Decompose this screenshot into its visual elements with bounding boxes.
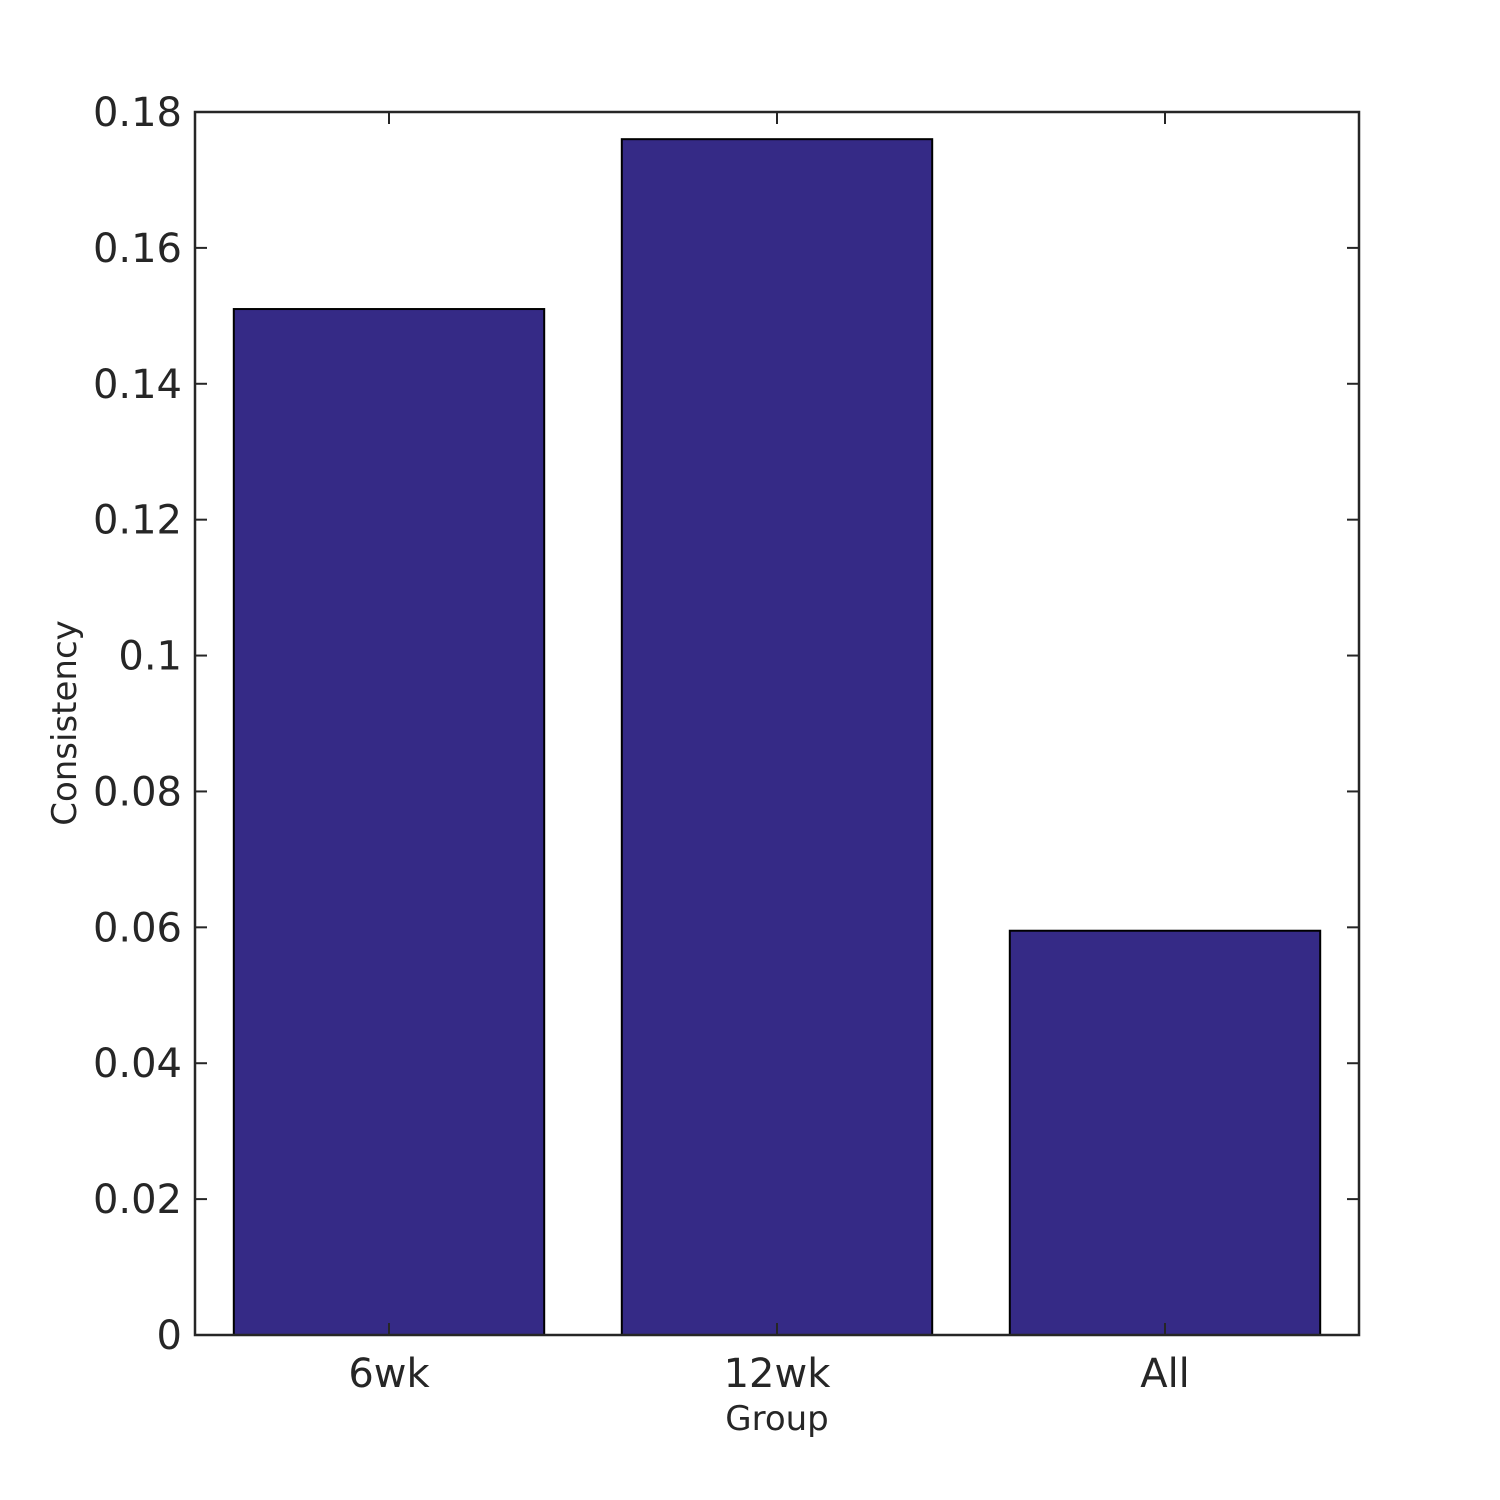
y-tick-label: 0.04 <box>93 1041 182 1087</box>
x-tick-label: 6wk <box>348 1351 430 1397</box>
bar-12wk <box>620 138 934 1337</box>
x-tick-label: All <box>1140 1351 1190 1397</box>
x-axis-title: Group <box>725 1399 829 1439</box>
bar-6wk <box>232 308 546 1336</box>
y-tick-label: 0.02 <box>93 1177 182 1223</box>
y-tick-label: 0.1 <box>118 634 182 680</box>
y-tick-label: 0.12 <box>93 498 182 544</box>
plot-frame <box>193 110 1361 1337</box>
bars-group <box>232 138 1322 1337</box>
y-tick-label: 0.18 <box>93 90 182 136</box>
y-axis-title: Consistency <box>45 620 85 826</box>
y-tick-label: 0.16 <box>93 226 182 272</box>
y-tick-label: 0 <box>157 1313 182 1359</box>
y-tick-label: 0.08 <box>93 769 182 815</box>
tick-labels-group: 6wk 12wk All 0 0.02 0.04 0.06 0.08 0.1 0.12 0.14 0.… <box>93 90 1190 1397</box>
y-tick-label: 0.14 <box>93 362 182 408</box>
bar-All <box>1008 929 1322 1336</box>
y-tick-label: 0.06 <box>93 905 182 951</box>
x-tick-label: 12wk <box>724 1351 832 1397</box>
